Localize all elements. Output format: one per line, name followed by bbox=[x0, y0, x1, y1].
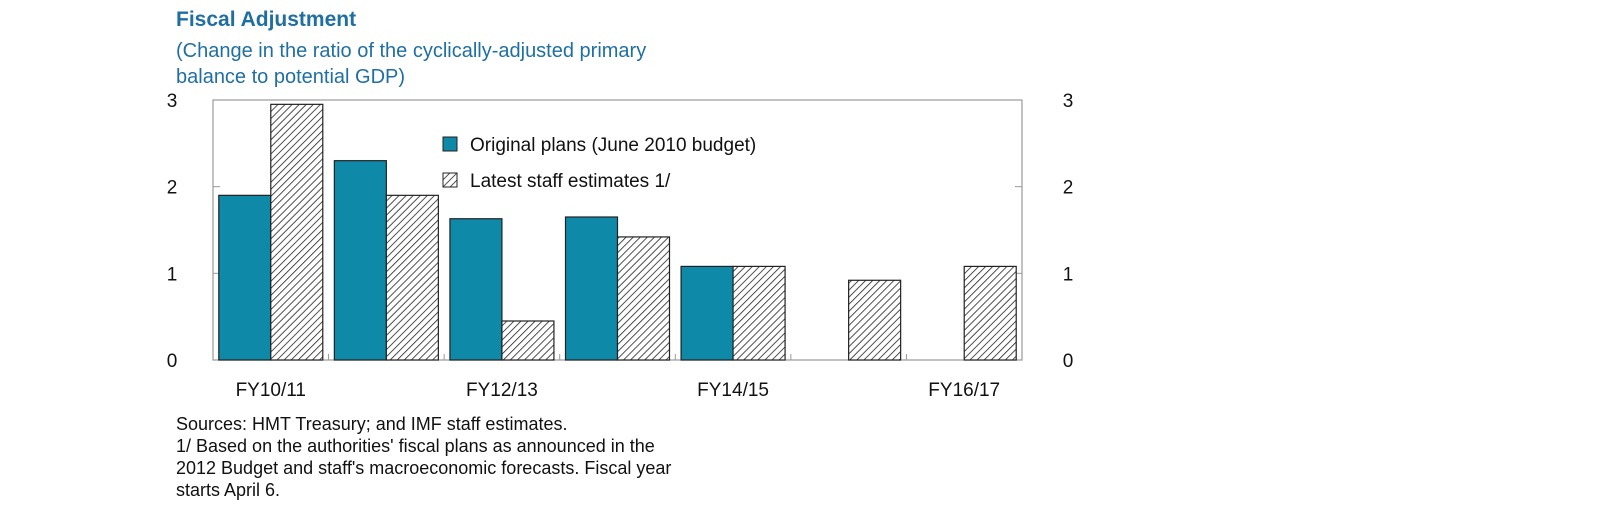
legend-label-2: Latest staff estimates 1/ bbox=[470, 171, 671, 192]
bar-latest-estimates-FY13-14 bbox=[616, 236, 671, 361]
chart-notes: Sources: HMT Treasury; and IMF staff est… bbox=[176, 413, 1056, 501]
chart-title: Fiscal Adjustment bbox=[176, 8, 357, 31]
y-tick-label-left: 2 bbox=[167, 178, 178, 199]
bar-latest-estimates-FY11-12 bbox=[385, 194, 439, 361]
x-tick-label: FY12/13 bbox=[466, 380, 538, 401]
bar-latest-estimates-FY15-16 bbox=[848, 279, 902, 361]
y-tick-label-right: 0 bbox=[1063, 351, 1074, 372]
y-tick-label-right: 1 bbox=[1063, 264, 1074, 285]
x-tick-label: FY10/11 bbox=[236, 380, 306, 401]
y-tick-label-left: 3 bbox=[167, 91, 178, 112]
y-tick-label-right: 3 bbox=[1063, 91, 1074, 112]
chart-subtitle-line-1: (Change in the ratio of the cyclically-a… bbox=[176, 40, 647, 62]
x-tick-label: FY14/15 bbox=[697, 380, 769, 401]
legend-swatch-2 bbox=[442, 172, 458, 188]
bar-original-plans-FY10-11 bbox=[218, 194, 272, 361]
note-line-4: starts April 6. bbox=[176, 480, 281, 500]
bar-original-plans-FY13-14 bbox=[564, 216, 619, 361]
bar-original-plans-FY12-13 bbox=[449, 218, 503, 361]
y-tick-label-left: 0 bbox=[167, 351, 178, 372]
x-tick-label: FY16/17 bbox=[928, 380, 1000, 401]
legend-swatch-1 bbox=[442, 136, 458, 152]
note-line-1: Sources: HMT Treasury; and IMF staff est… bbox=[176, 414, 568, 434]
chart-subtitle: (Change in the ratio of the cyclically-a… bbox=[176, 38, 1056, 90]
y-tick-label-left: 1 bbox=[167, 264, 178, 285]
bar-latest-estimates-FY12-13 bbox=[501, 320, 555, 361]
bar-latest-estimates-FY16-17 bbox=[963, 265, 1017, 361]
note-line-2: 1/ Based on the authorities' fiscal plan… bbox=[176, 436, 655, 456]
legend-label-1: Original plans (June 2010 budget) bbox=[470, 135, 756, 156]
bar-chart: 0 0 1 1 2 2 3 3 FY10/11 FY12/13 FY14/15 FY16/17 Orig… bbox=[167, 91, 1074, 401]
bar-latest-estimates-FY14-15 bbox=[732, 265, 786, 361]
chart-subtitle-line-2: balance to potential GDP) bbox=[176, 66, 406, 88]
bar-original-plans-FY14-15 bbox=[680, 265, 734, 361]
note-line-3: 2012 Budget and staff's macroeconomic fo… bbox=[176, 458, 672, 478]
bar-latest-estimates-FY10-11 bbox=[270, 103, 324, 361]
y-tick-label-right: 2 bbox=[1063, 178, 1074, 199]
bar-original-plans-FY11-12 bbox=[333, 160, 387, 361]
